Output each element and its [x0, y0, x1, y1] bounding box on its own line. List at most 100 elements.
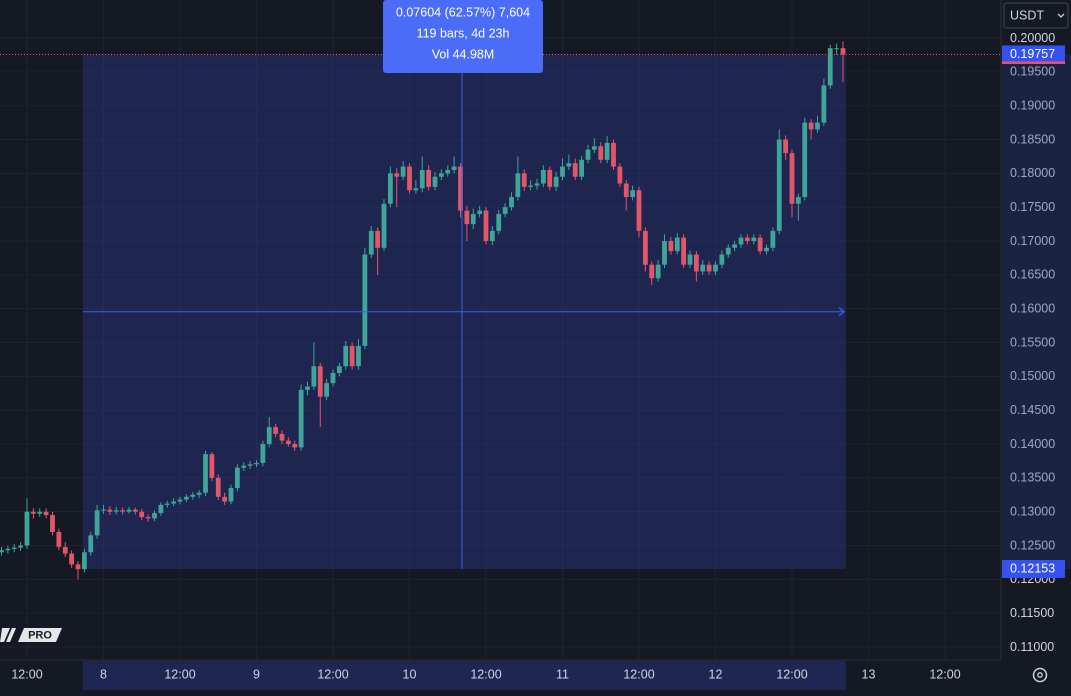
candle-body [120, 510, 126, 512]
candle-body [11, 547, 17, 549]
candle-body [241, 465, 247, 468]
candle-body [260, 444, 266, 463]
y-tick-label: 0.17000 [1010, 234, 1055, 248]
y-tick-label: 0.16500 [1010, 268, 1055, 282]
last-price-badge [1002, 45, 1065, 64]
candle-body [509, 197, 514, 208]
y-tick-label: 0.11000 [1010, 640, 1054, 654]
candle-body [534, 183, 540, 186]
candle-body [713, 264, 718, 272]
currency-button[interactable]: USDT [1003, 2, 1069, 29]
candle-body [744, 237, 750, 242]
candle-body [158, 504, 164, 514]
range-low-label: 0.12153 [1010, 561, 1055, 575]
x-tick-label: 12:00 [164, 667, 195, 681]
candle-body [732, 244, 738, 248]
candle-body [107, 509, 113, 512]
candle-body [368, 230, 374, 255]
logo-mark [0, 628, 16, 642]
candle-body [681, 237, 687, 265]
price-axis [1001, 0, 1071, 660]
candle-body [381, 203, 387, 248]
candle-body [285, 440, 291, 445]
candle-body [171, 501, 177, 504]
x-tick-label: 10 [403, 667, 417, 681]
candle-body [553, 176, 559, 187]
candle-body [394, 173, 400, 177]
candle-body [470, 213, 476, 225]
candle-body [247, 464, 253, 466]
y-tick-label: 0.19500 [1010, 65, 1055, 79]
candle-body [579, 159, 585, 177]
candle-body [152, 513, 157, 519]
currency-button-frame[interactable] [1003, 2, 1069, 29]
candle-body [700, 264, 706, 272]
settings-icon-center[interactable] [1037, 672, 1043, 678]
last-price-label: 0.19757 [1010, 47, 1055, 61]
candle-body [789, 153, 795, 204]
candle-body [330, 372, 336, 384]
candle-body [24, 511, 30, 546]
y-tick-label: 0.13500 [1010, 471, 1055, 485]
candle-body [591, 146, 597, 150]
candle-body [419, 169, 425, 189]
candle-body [483, 210, 489, 242]
candle-body [834, 48, 840, 50]
y-tick-label: 0.19000 [1010, 98, 1055, 112]
candle-body [132, 509, 138, 512]
y-tick-label: 0.15000 [1010, 369, 1055, 383]
candle-body [222, 496, 228, 502]
y-tick-label: 0.18500 [1010, 132, 1055, 146]
candle-body [445, 169, 451, 174]
tooltip-line: Vol 44.98M [432, 47, 495, 61]
candle-body [81, 552, 87, 570]
candle-body [324, 383, 330, 397]
candle-body [764, 247, 769, 252]
y-tick-label: 0.14000 [1010, 437, 1055, 451]
candle-body [840, 48, 846, 55]
candle-body [311, 366, 317, 387]
candle-body [432, 176, 438, 187]
measure-arrow-head [838, 307, 845, 317]
candle-body [547, 169, 553, 187]
currency-label[interactable]: USDT [1010, 8, 1044, 22]
x-tick-label: 12:00 [623, 667, 654, 681]
candle-body [598, 146, 604, 160]
overlay: 0.07604 (62.57%) 7,604 119 bars, 4d 23h Vo… [0, 0, 1001, 569]
logo-text: PRO [28, 629, 52, 641]
candle-body [464, 210, 470, 225]
time-axis [0, 660, 1071, 696]
candle-body [88, 535, 94, 553]
y-tick-label: 0.11500 [1010, 606, 1054, 620]
y-tick-label: 0.17500 [1010, 200, 1055, 214]
y-tick-label: 0.16000 [1010, 301, 1055, 315]
range-highlight [1002, 54, 1071, 569]
y-tick-label: 0.14500 [1010, 403, 1055, 417]
candle-body [521, 173, 527, 187]
x-tick-label: 11 [556, 667, 569, 681]
candle-body [438, 173, 444, 177]
x-tick-label: 12:00 [11, 667, 42, 681]
candle-body [502, 207, 508, 214]
candle-body [540, 169, 546, 184]
candle-body [560, 166, 565, 177]
range-low-badge [1002, 559, 1065, 578]
logo: PRO [0, 628, 62, 642]
candle-body [18, 545, 24, 548]
candle-body [757, 237, 763, 252]
candle-body [317, 366, 323, 397]
dropdown-caret[interactable] [1057, 13, 1065, 18]
settings-button[interactable] [1032, 667, 1048, 683]
candle-body [50, 515, 55, 532]
settings-icon[interactable] [1032, 667, 1048, 683]
candle-body [725, 247, 731, 255]
candle-body [0, 550, 4, 553]
candle-body [203, 454, 208, 493]
candle-body [719, 254, 725, 265]
candle-body [783, 139, 789, 154]
candle-body [477, 210, 483, 214]
candle-body [802, 122, 808, 198]
x-tick-label: 12:00 [929, 667, 960, 681]
candle-body [375, 230, 381, 248]
